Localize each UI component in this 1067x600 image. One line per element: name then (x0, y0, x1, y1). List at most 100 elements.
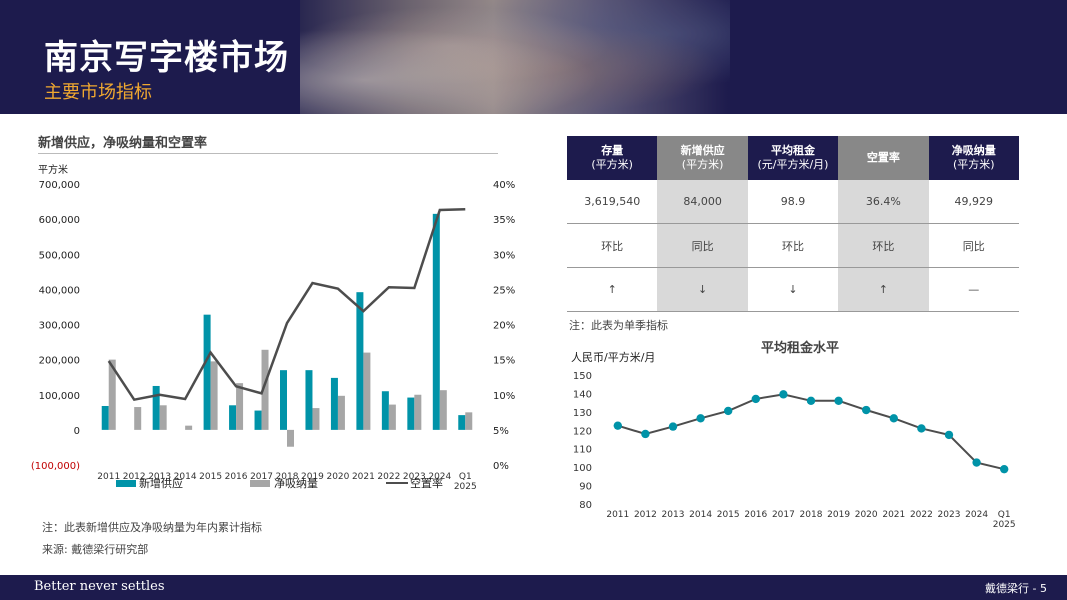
rent-data-point (668, 422, 678, 431)
x-tick-label: 2022 (377, 472, 400, 482)
bar-net-absorption (210, 361, 218, 430)
x-tick-label: 2016 (225, 472, 248, 482)
table-trend-row: ↑ ↓ ↓ ↑ — (567, 267, 1019, 312)
legend-swatch-net-absorption (250, 480, 270, 487)
bar-new-supply (101, 405, 109, 430)
trend-flat-icon: — (928, 267, 1019, 312)
y2-tick-label: 30% (493, 250, 515, 261)
rent-data-point (724, 406, 733, 416)
trend-up-icon: ↑ (567, 267, 658, 312)
x-tick-label: 2011 (97, 472, 120, 482)
rent-y-tick-label: 130 (573, 408, 592, 419)
bar-net-absorption (312, 408, 320, 430)
footer-bar: Better never settles 戴德梁行 - 5 (0, 575, 1067, 600)
rent-data-point (834, 396, 843, 405)
y-tick-label: 500,000 (39, 250, 80, 261)
x-tick-label: 2019 (301, 472, 324, 482)
rent-data-point (751, 394, 760, 404)
table-cell-comparison: 环比 (567, 223, 658, 268)
rent-data-point (1000, 464, 1009, 474)
bar-net-absorption (465, 412, 473, 430)
rent-data-point (862, 405, 871, 415)
bar-new-supply (203, 314, 211, 430)
rent-x-tick-label: 2012 (634, 510, 657, 520)
rent-x-tick-label: 2020 (855, 510, 878, 520)
bar-new-supply (432, 213, 440, 430)
footer-tagline: Better never settles (34, 579, 165, 594)
header-cell-vacancy: 空置率 (838, 136, 929, 180)
header-unit: (元/平方米/月) (757, 158, 829, 171)
header-unit: (平方米) (591, 158, 633, 171)
x-tick-label: 2018 (276, 472, 299, 482)
bar-new-supply (330, 377, 338, 430)
rent-x-tick-label: 2022 (910, 510, 933, 520)
rent-data-point (889, 414, 898, 423)
y-tick-label: 100,000 (39, 391, 80, 402)
table-cell-comparison: 环比 (838, 223, 929, 268)
left-chart-source: 来源: 戴德梁行研究部 (42, 543, 149, 556)
y-tick-label: 0 (74, 426, 80, 437)
legend-label-vacancy: 空置率 (410, 476, 443, 490)
x-tick-label: 2014 (174, 472, 197, 482)
trend-up-icon: ↑ (838, 267, 929, 312)
bar-net-absorption (388, 404, 396, 430)
y2-tick-label: 20% (493, 321, 515, 332)
bar-net-absorption (287, 429, 294, 447)
rent-data-point (972, 458, 981, 467)
bar-new-supply (152, 385, 160, 430)
bar-new-supply (356, 292, 364, 430)
rent-y-tick-label: 110 (573, 445, 592, 456)
bar-net-absorption (439, 390, 447, 430)
rent-y-axis-title: 人民币/平方米/月 (571, 350, 655, 364)
header-label: 新增供应 (680, 144, 725, 157)
bar-new-supply (280, 370, 287, 430)
table-cell-value: 36.4% (838, 180, 929, 224)
table-cell-comparison: 环比 (747, 223, 839, 268)
y-axis-title: 平方米 (38, 163, 68, 176)
header-unit: (平方米) (952, 158, 995, 171)
y2-tick-label: 5% (493, 426, 509, 437)
rent-y-tick-label: 150 (573, 371, 592, 382)
header-label: 空置率 (866, 151, 900, 164)
y-tick-label: 400,000 (39, 285, 80, 296)
legend-swatch-new-supply (116, 480, 136, 487)
bar-net-absorption (363, 352, 371, 430)
table-cell-comparison: 同比 (657, 223, 748, 268)
table-header-row: 存量 (平方米) 新增供应 (平方米) 平均租金 (元/平方米/月) 空置率 净… (567, 136, 1019, 180)
x-tick-label: 2020 (326, 472, 349, 482)
y2-tick-label: 35% (493, 215, 515, 226)
bar-new-supply (458, 415, 466, 430)
rent-x-tick-label: 2016 (744, 510, 767, 520)
bar-net-absorption (236, 383, 244, 430)
rent-x-tick-label: 2015 (717, 510, 740, 520)
table-cell-value: 98.9 (747, 180, 839, 224)
rent-data-point (613, 421, 622, 430)
x-tick-label: 2017 (250, 472, 273, 482)
y2-tick-label: 10% (493, 391, 515, 402)
table-cell-value: 84,000 (657, 180, 748, 224)
x-tick-label: 2013 (148, 472, 171, 482)
x-tick-label: 2021 (352, 472, 375, 482)
left-chart-title: 新增供应，净吸纳量和空置率 (38, 136, 208, 151)
bar-net-absorption (414, 394, 422, 430)
rent-x-tick-label: 2013 (662, 510, 685, 520)
header-cell-net-absorption: 净吸纳量 (平方米) (928, 136, 1019, 180)
header-photo (300, 0, 730, 114)
bar-new-supply (305, 370, 313, 430)
rent-data-point (917, 424, 926, 433)
rent-data-point (641, 429, 650, 439)
bar-net-absorption (134, 407, 142, 430)
header-label: 净吸纳量 (951, 144, 996, 157)
table-cell-value: 3,619,540 (567, 180, 658, 224)
bar-net-absorption (185, 425, 193, 430)
rent-x-tick-label: 2021 (882, 510, 905, 520)
left-chart-note: 注：此表新增供应及净吸纳量为年内累计指标 (42, 521, 262, 534)
rent-chart-title: 平均租金水平 (761, 340, 839, 356)
x-tick-label: 2015 (199, 472, 222, 482)
header-banner: 南京写字楼市场 主要市场指标 (0, 0, 1067, 114)
rent-x-tick-label: 2024 (965, 510, 988, 520)
rent-x-tick-label: 2019 (827, 510, 850, 520)
table-cell-comparison: 同比 (928, 223, 1019, 268)
rent-y-tick-label: 120 (573, 426, 592, 437)
bar-new-supply (254, 410, 262, 430)
